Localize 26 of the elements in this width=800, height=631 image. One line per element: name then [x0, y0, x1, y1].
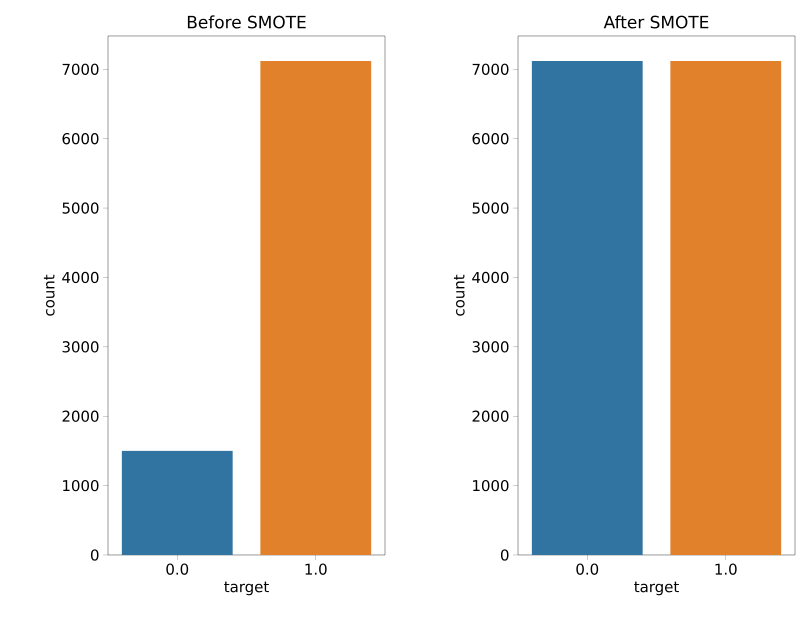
x-tick-label: 0.0: [576, 564, 598, 575]
y-tick-label: 3000: [472, 341, 508, 352]
chart-title: Before SMOTE: [188, 15, 306, 28]
y-tick-label: 1000: [63, 480, 98, 492]
x-tick-label: 1.0: [306, 564, 327, 575]
y-tick-label: 0: [500, 549, 508, 561]
y-tick-label: 2000: [62, 410, 98, 422]
x-tick-label: 0.0: [166, 564, 188, 575]
y-tick-label: 7000: [472, 64, 508, 75]
y-tick-label: 5000: [62, 202, 98, 214]
y-tick-label: 3000: [62, 341, 98, 352]
y-tick-label: 1000: [473, 480, 508, 492]
y-tick-label: 5000: [472, 202, 508, 214]
chart-title: After SMOTE: [604, 15, 708, 28]
y-axis-title: count: [44, 274, 55, 316]
y-tick-label: 6000: [472, 133, 508, 144]
y-tick-label: 4000: [62, 272, 98, 284]
x-tick-label: 1.0: [716, 564, 737, 575]
y-tick-label: 2000: [472, 410, 508, 422]
x-axis-title: target: [224, 582, 269, 596]
y-axis-title: count: [454, 274, 465, 316]
y-tick-label: 6000: [62, 133, 98, 144]
y-tick-label: 4000: [472, 272, 508, 284]
x-axis-title: target: [634, 582, 679, 596]
y-tick-label: 0: [90, 549, 98, 561]
y-tick-label: 7000: [62, 64, 98, 75]
